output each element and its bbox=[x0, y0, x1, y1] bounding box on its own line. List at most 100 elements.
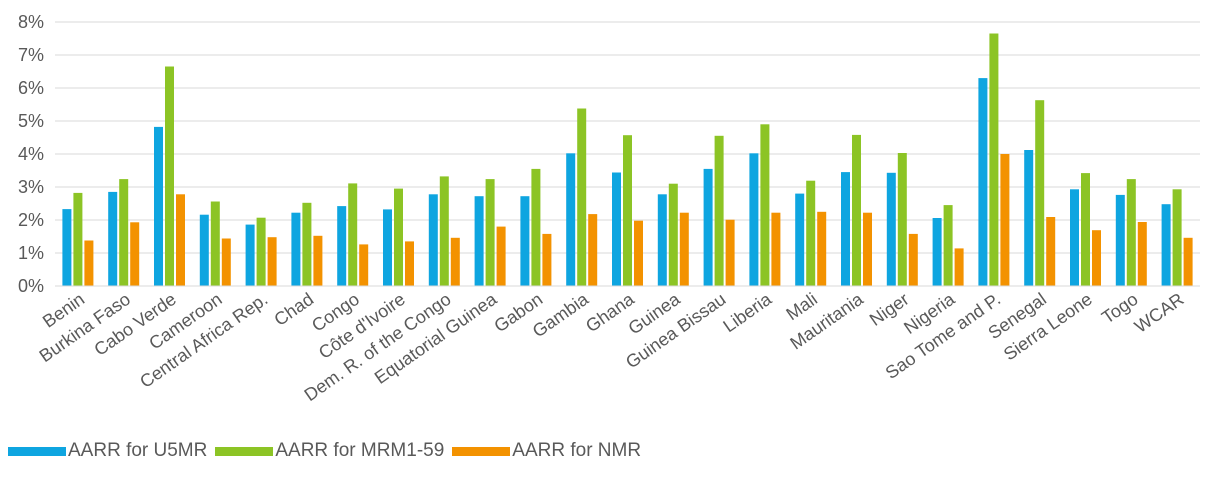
bar-mrm1-59 bbox=[302, 202, 312, 286]
bar-u5mr bbox=[1115, 194, 1125, 286]
bar-u5mr bbox=[612, 172, 621, 286]
bar-nmr bbox=[954, 248, 964, 286]
bar-nmr bbox=[634, 220, 643, 286]
x-category-label: WCAR bbox=[1131, 289, 1188, 337]
bars bbox=[62, 33, 1193, 287]
bar-nmr bbox=[1137, 222, 1147, 286]
x-category-label: Liberia bbox=[719, 288, 776, 336]
bar-mrm1-59 bbox=[1035, 100, 1045, 286]
y-axis-tick-labels: 0% 1% 2% 3% 4% 5% 6% 7% 8% bbox=[18, 12, 44, 296]
bar-u5mr bbox=[245, 224, 255, 286]
bar-mrm1-59 bbox=[1081, 173, 1090, 286]
bar-mrm1-59 bbox=[852, 134, 861, 286]
bar-u5mr bbox=[932, 218, 942, 286]
bar-mrm1-59 bbox=[760, 124, 770, 286]
bar-u5mr bbox=[566, 153, 576, 286]
bar-mrm1-59 bbox=[485, 179, 495, 286]
bar-mrm1-59 bbox=[577, 108, 587, 286]
bar-mrm1-59 bbox=[989, 33, 999, 286]
bar-mrm1-59 bbox=[348, 183, 358, 286]
bar-u5mr bbox=[703, 168, 713, 286]
bar-nmr bbox=[542, 233, 552, 286]
bar-nmr bbox=[908, 233, 918, 286]
bar-u5mr bbox=[795, 193, 805, 286]
bar-u5mr bbox=[154, 126, 163, 287]
bar-u5mr bbox=[841, 172, 850, 286]
legend-swatch-u5mr bbox=[8, 446, 66, 456]
bar-nmr bbox=[450, 237, 460, 286]
bar-mrm1-59 bbox=[668, 183, 678, 286]
bar-nmr bbox=[817, 211, 827, 287]
bar-u5mr bbox=[520, 196, 530, 286]
bar-u5mr bbox=[1161, 204, 1171, 286]
legend-item-mrm: AARR for MRM1-59 bbox=[215, 440, 444, 462]
bar-mrm1-59 bbox=[439, 176, 449, 286]
bar-nmr bbox=[130, 222, 140, 286]
bar-u5mr bbox=[1024, 150, 1034, 286]
y-tick-label: 8% bbox=[18, 12, 44, 32]
bar-mrm1-59 bbox=[73, 192, 83, 286]
bar-mrm1-59 bbox=[394, 188, 403, 286]
bar-nmr bbox=[679, 212, 689, 286]
legend-swatch-mrm bbox=[215, 446, 274, 456]
bar-nmr bbox=[1183, 237, 1193, 286]
legend: AARR for U5MR AARR for MRM1-59 AARR for … bbox=[8, 437, 649, 465]
y-tick-label: 1% bbox=[18, 243, 44, 263]
bar-mrm1-59 bbox=[531, 168, 541, 286]
y-tick-label: 0% bbox=[18, 276, 44, 296]
y-tick-label: 5% bbox=[18, 111, 44, 131]
bar-nmr bbox=[1046, 217, 1056, 286]
bar-nmr bbox=[725, 219, 735, 286]
bar-u5mr bbox=[886, 172, 896, 286]
bar-nmr bbox=[1092, 230, 1101, 286]
bar-nmr bbox=[359, 244, 369, 286]
bar-mrm1-59 bbox=[943, 205, 953, 286]
bar-nmr bbox=[496, 226, 506, 286]
legend-swatch-nmr bbox=[452, 446, 511, 456]
legend-item-u5mr: AARR for U5MR bbox=[8, 440, 207, 462]
bar-nmr bbox=[405, 241, 414, 286]
bar-mrm1-59 bbox=[256, 217, 266, 286]
bar-mrm1-59 bbox=[1126, 179, 1136, 286]
bar-nmr bbox=[176, 194, 185, 286]
bar-mrm1-59 bbox=[165, 66, 174, 286]
bar-mrm1-59 bbox=[806, 180, 816, 286]
legend-label-nmr: AARR for NMR bbox=[512, 440, 642, 461]
bar-nmr bbox=[84, 240, 94, 286]
bar-u5mr bbox=[474, 196, 484, 286]
bar-u5mr bbox=[978, 78, 988, 286]
bar-u5mr bbox=[1070, 189, 1079, 286]
bar-u5mr bbox=[428, 194, 438, 286]
bar-u5mr bbox=[199, 214, 209, 286]
bar-mrm1-59 bbox=[897, 153, 907, 286]
bar-nmr bbox=[313, 235, 323, 286]
bar-u5mr bbox=[657, 194, 667, 286]
bar-u5mr bbox=[291, 212, 301, 286]
bar-u5mr bbox=[62, 209, 72, 286]
bar-nmr bbox=[863, 212, 872, 286]
legend-item-nmr: AARR for NMR bbox=[452, 440, 641, 462]
bar-u5mr bbox=[337, 206, 347, 286]
bar-u5mr bbox=[108, 191, 118, 286]
bar-nmr bbox=[771, 212, 781, 286]
bar-u5mr bbox=[383, 209, 392, 286]
bar-nmr bbox=[1000, 154, 1010, 286]
y-tick-label: 4% bbox=[18, 144, 44, 164]
y-tick-label: 7% bbox=[18, 45, 44, 65]
legend-label-mrm: AARR for MRM1-59 bbox=[275, 440, 445, 461]
bar-nmr bbox=[221, 238, 231, 286]
bar-mrm1-59 bbox=[714, 135, 724, 286]
y-tick-label: 3% bbox=[18, 177, 44, 197]
bar-mrm1-59 bbox=[210, 201, 220, 286]
y-tick-label: 2% bbox=[18, 210, 44, 230]
bar-mrm1-59 bbox=[623, 135, 632, 286]
bar-mrm1-59 bbox=[119, 179, 129, 286]
bar-u5mr bbox=[749, 153, 759, 286]
bar-mrm1-59 bbox=[1172, 189, 1182, 286]
legend-label-u5mr: AARR for U5MR bbox=[68, 440, 208, 461]
bar-nmr bbox=[267, 237, 277, 286]
bar-nmr bbox=[588, 214, 598, 286]
y-tick-label: 6% bbox=[18, 78, 44, 98]
